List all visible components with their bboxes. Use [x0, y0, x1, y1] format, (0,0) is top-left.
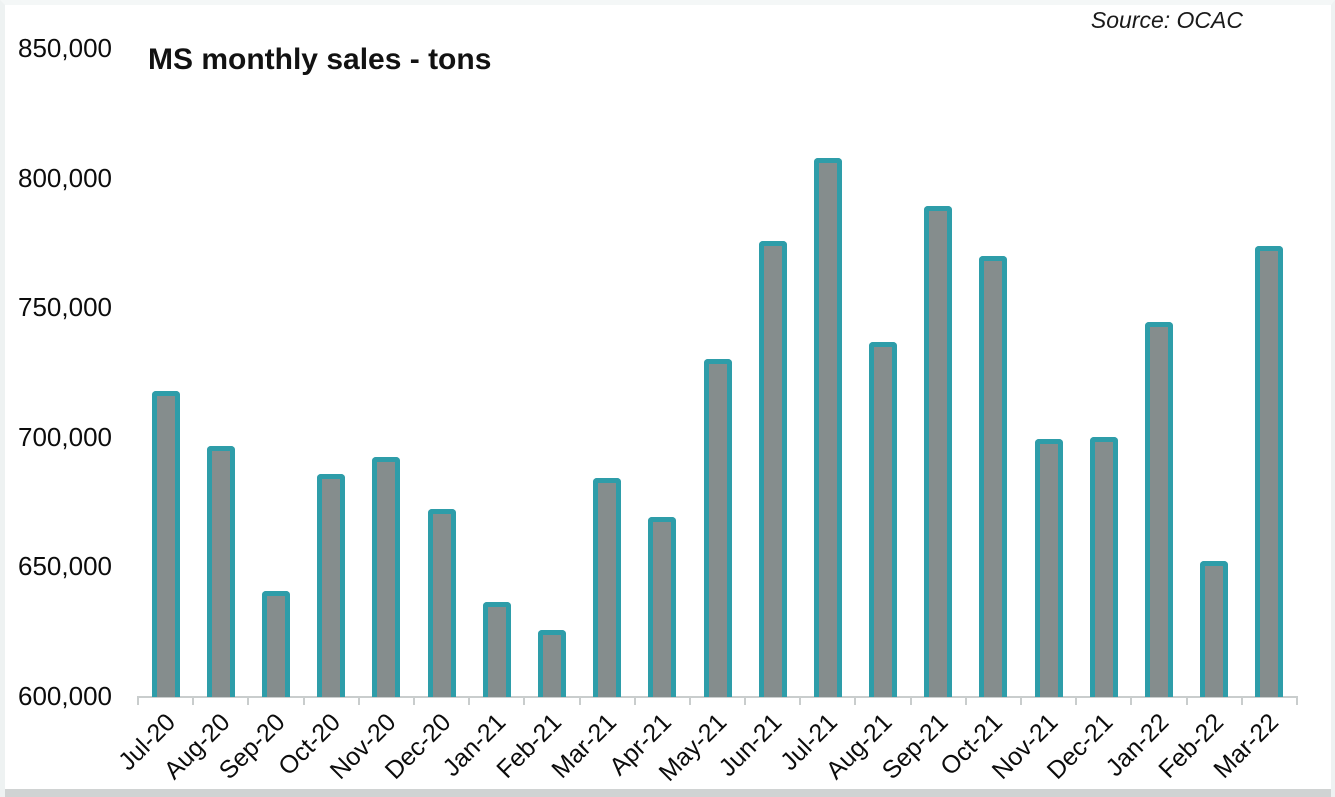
- x-axis-tick-mark: [744, 696, 747, 705]
- bar: [372, 457, 401, 697]
- bar: [1255, 245, 1284, 697]
- y-axis-tick-label: 800,000: [18, 162, 112, 193]
- x-axis-tick-mark: [1240, 696, 1243, 705]
- y-axis-tick-label: 750,000: [18, 292, 112, 323]
- x-axis-tick-mark: [1020, 696, 1023, 705]
- bar: [206, 445, 235, 697]
- bar: [482, 602, 511, 697]
- bar: [1034, 439, 1063, 697]
- x-axis-tick-mark: [523, 696, 526, 705]
- x-axis-tick-mark: [302, 696, 305, 705]
- bar: [758, 240, 787, 697]
- bar: [924, 205, 953, 697]
- bar: [979, 256, 1008, 697]
- bar: [427, 509, 456, 697]
- x-axis-tick-mark: [468, 696, 471, 705]
- bar: [869, 341, 898, 697]
- bar: [537, 629, 566, 697]
- x-axis-tick-mark: [633, 696, 636, 705]
- x-axis-tick-label: Jun-21: [713, 708, 788, 782]
- x-axis-tick-mark: [412, 696, 415, 705]
- x-axis-tick-mark: [909, 696, 912, 705]
- chart-title: MS monthly sales - tons: [148, 43, 492, 76]
- y-axis-tick-label: 700,000: [18, 421, 112, 452]
- bottom-border-strip: [5, 789, 1331, 797]
- bar: [1089, 436, 1118, 697]
- bar: [648, 516, 677, 697]
- bar: [317, 474, 346, 697]
- x-axis-tick-mark: [964, 696, 967, 705]
- x-axis-tick-mark: [1075, 696, 1078, 705]
- bar: [151, 391, 180, 697]
- bar: [1145, 322, 1174, 697]
- x-axis-tick-mark: [578, 696, 581, 705]
- bar: [813, 157, 842, 697]
- x-axis-tick-mark: [1185, 696, 1188, 705]
- bar: [1200, 560, 1229, 697]
- bar: [703, 358, 732, 697]
- x-axis-tick-mark: [137, 696, 139, 705]
- x-axis-tick-mark: [1130, 696, 1133, 705]
- x-axis-tick-mark: [357, 696, 360, 705]
- source-label: Source: OCAC: [1090, 7, 1243, 33]
- x-axis-tick-mark: [1296, 696, 1298, 705]
- x-axis-line: [138, 696, 1297, 698]
- x-axis-tick-mark: [688, 696, 691, 705]
- x-axis-tick-mark: [799, 696, 802, 705]
- y-axis-tick-label: 850,000: [18, 33, 112, 63]
- bar: [261, 590, 290, 697]
- y-axis-tick-label: 600,000: [18, 681, 112, 711]
- x-axis-tick-mark: [247, 696, 250, 705]
- x-axis-tick-mark: [192, 696, 195, 705]
- x-axis-tick-mark: [854, 696, 857, 705]
- bar: [593, 477, 622, 697]
- y-axis-tick-label: 650,000: [18, 551, 112, 582]
